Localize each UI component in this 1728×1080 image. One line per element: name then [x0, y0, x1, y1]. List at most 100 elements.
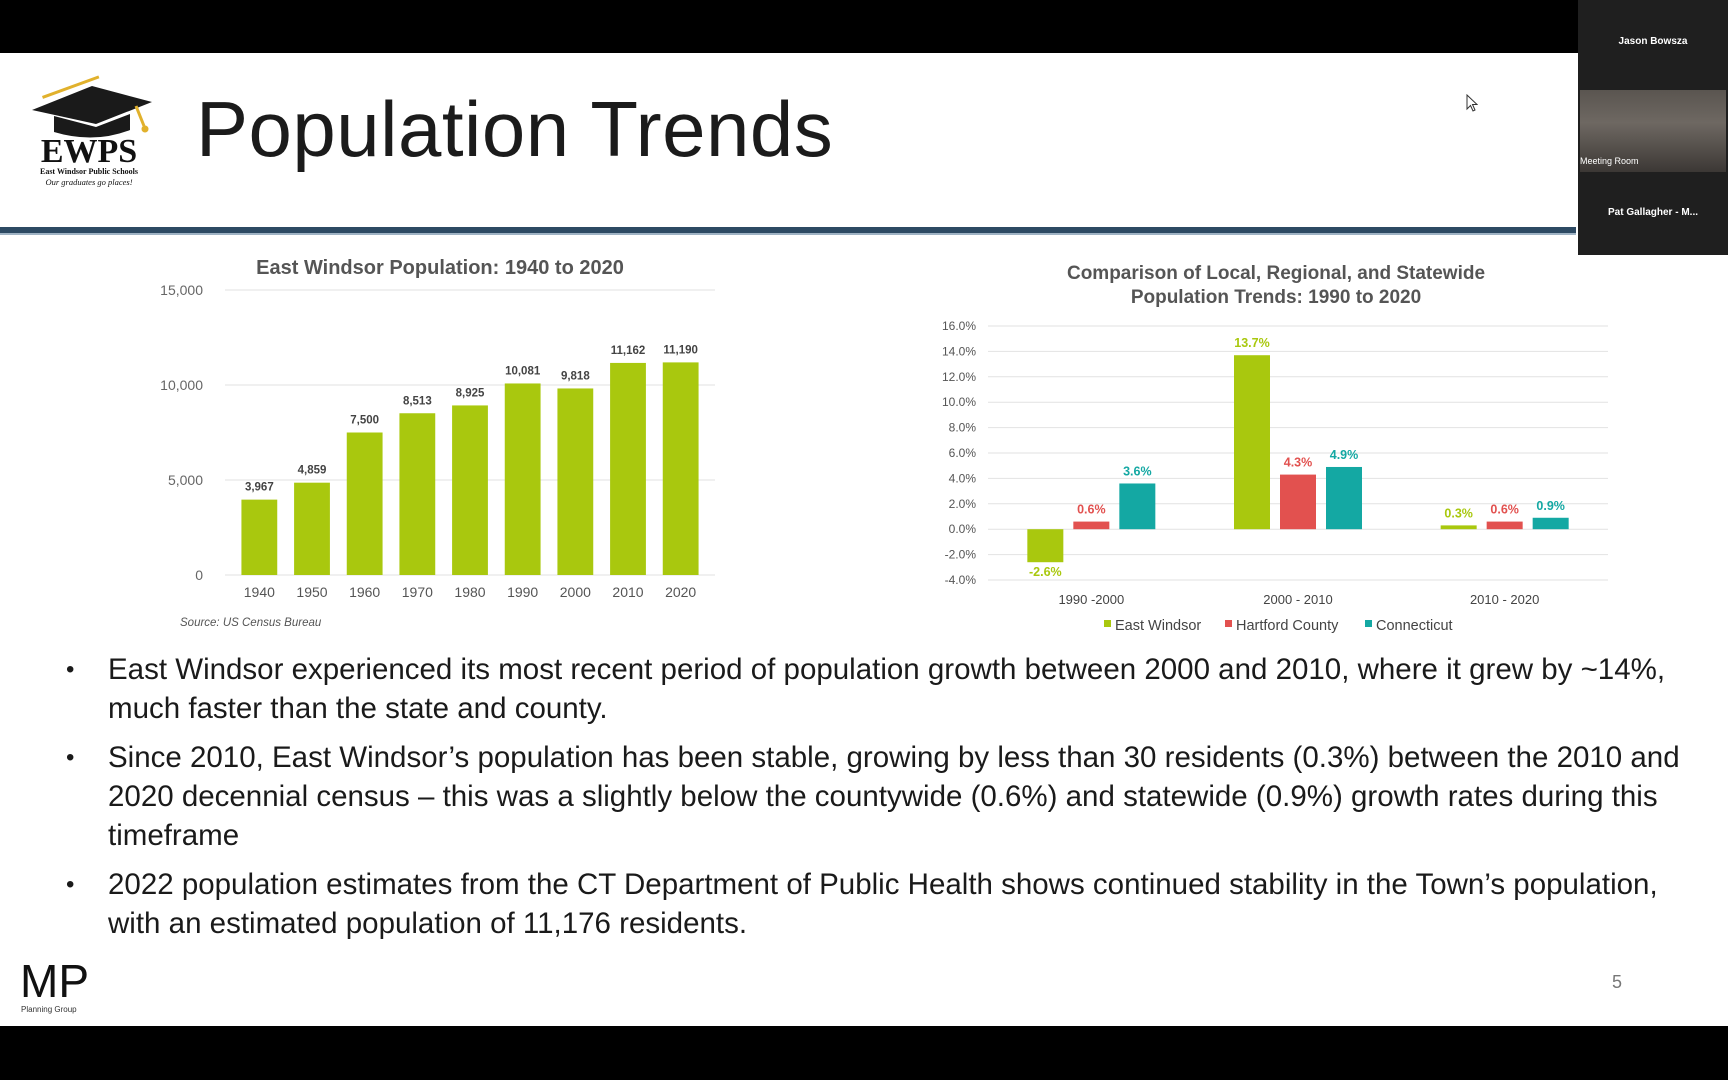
- y-tick-label: 12.0%: [942, 370, 976, 384]
- x-tick-label: 1990: [507, 584, 538, 600]
- y-tick-label: 14.0%: [942, 344, 976, 358]
- data-label: 11,190: [663, 344, 698, 356]
- bottom-letterbox: [0, 1026, 1728, 1080]
- y-tick-label: 2.0%: [949, 497, 977, 511]
- bar: [1119, 483, 1156, 530]
- y-tick-label: 0: [195, 567, 203, 583]
- chart-title-line-1: Comparison of Local, Regional, and State…: [1067, 263, 1485, 284]
- data-label: 9,818: [561, 370, 590, 382]
- bar: [504, 383, 541, 575]
- data-label: 3.6%: [1123, 464, 1152, 478]
- bar: [1532, 517, 1569, 530]
- data-label: 11,162: [611, 345, 646, 357]
- y-tick-label: -4.0%: [945, 573, 977, 587]
- x-tick-label: 1970: [402, 584, 433, 600]
- data-label: 4.3%: [1284, 456, 1313, 470]
- slide: [0, 53, 1728, 1026]
- y-tick-label: 10.0%: [942, 395, 976, 409]
- x-tick-label: 2000 - 2010: [1263, 592, 1332, 607]
- bar: [1073, 521, 1110, 530]
- y-tick-label: 16.0%: [942, 319, 976, 333]
- svg-text:East Windsor Public Schools: East Windsor Public Schools: [40, 167, 138, 176]
- bullet-item: • East Windsor experienced its most recen…: [62, 650, 1682, 728]
- chart-title: East Windsor Population: 1940 to 2020: [256, 257, 624, 279]
- data-label: 13.7%: [1234, 336, 1269, 350]
- bar: [452, 405, 488, 575]
- x-tick-label: 1990 -2000: [1058, 592, 1124, 607]
- header-divider: [0, 227, 1576, 233]
- data-label: 4,859: [298, 465, 327, 477]
- bar: [1486, 521, 1523, 530]
- svg-text:Our graduates go places!: Our graduates go places!: [45, 177, 132, 187]
- bar: [1280, 474, 1316, 530]
- legend-label: Connecticut: [1376, 618, 1453, 634]
- x-tick-label: 1980: [454, 584, 485, 600]
- bar: [399, 413, 436, 575]
- svg-text:Planning Group: Planning Group: [21, 1005, 77, 1014]
- chart-title-line-2: Population Trends: 1990 to 2020: [1131, 287, 1421, 308]
- data-label: 0.9%: [1536, 499, 1565, 513]
- bar: [1440, 525, 1477, 530]
- ewps-logo: EWPS East Windsor Public Schools Our gra…: [14, 72, 164, 192]
- bullet-item: • 2022 population estimates from the CT D…: [62, 865, 1682, 943]
- svg-text:EWPS: EWPS: [41, 133, 137, 170]
- y-tick-label: 10,000: [160, 377, 203, 393]
- svg-text:MP: MP: [20, 955, 89, 1007]
- bar: [662, 362, 699, 575]
- bullet-dot: •: [66, 656, 75, 683]
- bar: [241, 499, 278, 575]
- meeting-room-video[interactable]: [1580, 90, 1726, 172]
- x-tick-label: 2010 - 2020: [1470, 592, 1539, 607]
- bullet-item: • Since 2010, East Windsor’s population h…: [62, 738, 1682, 855]
- bar: [1234, 355, 1270, 530]
- y-tick-label: 0.0%: [949, 522, 977, 536]
- y-tick-label: 8.0%: [949, 421, 977, 435]
- bullet-text: East Windsor experienced its most recent…: [108, 653, 1666, 725]
- bullet-dot: •: [66, 744, 75, 771]
- data-label: 4.9%: [1330, 448, 1359, 462]
- bar: [346, 432, 383, 575]
- data-label: 8,513: [403, 395, 432, 407]
- mouse-cursor-icon: [1466, 94, 1478, 112]
- legend-label: Hartford County: [1236, 618, 1339, 634]
- bullet-text: Since 2010, East Windsor’s population ha…: [108, 741, 1680, 852]
- bar: [294, 482, 330, 575]
- data-label: 8,925: [456, 387, 485, 399]
- top-letterbox: [0, 0, 1728, 53]
- participant-name-top: Jason Bowsza: [1618, 36, 1688, 47]
- bullet-text: 2022 population estimates from the CT De…: [108, 868, 1658, 940]
- y-tick-label: 4.0%: [949, 471, 977, 485]
- bar: [610, 362, 646, 575]
- comparison-bar-chart: Comparison of Local, Regional, and State…: [942, 263, 1608, 634]
- bullet-dot: •: [66, 871, 75, 898]
- data-label: 0.3%: [1444, 506, 1473, 520]
- legend-swatch: [1225, 620, 1232, 627]
- bar: [557, 388, 594, 575]
- x-tick-label: 1960: [349, 584, 380, 600]
- y-tick-label: 5,000: [168, 472, 203, 488]
- page-number: 5: [1612, 972, 1623, 992]
- y-tick-label: -2.0%: [945, 548, 977, 562]
- participant-name-bottom: Pat Gallagher - M...: [1607, 207, 1699, 218]
- x-tick-label: 2010: [612, 584, 643, 600]
- data-label: 7,500: [350, 415, 379, 427]
- bar: [1027, 529, 1064, 563]
- data-label: 3,967: [245, 482, 274, 494]
- page-title: Population Trends: [196, 85, 834, 173]
- x-tick-label: 1940: [244, 584, 275, 600]
- data-label: 0.6%: [1077, 503, 1106, 517]
- x-tick-label: 2000: [560, 584, 591, 600]
- header-divider-shadow: [0, 233, 1576, 235]
- legend-label: East Windsor: [1115, 618, 1201, 634]
- room-label: Meeting Room: [1580, 156, 1639, 166]
- bar: [1326, 466, 1362, 530]
- x-tick-label: 1950: [296, 584, 327, 600]
- data-label: 10,081: [505, 365, 541, 377]
- mp-planning-logo: MP Planning Group: [20, 955, 89, 1014]
- bullet-list: • East Windsor experienced its most recen…: [62, 650, 1682, 953]
- source-note: Source: US Census Bureau: [180, 617, 322, 629]
- x-tick-label: 2020: [665, 584, 696, 600]
- y-tick-label: 6.0%: [949, 446, 977, 460]
- video-participants-panel[interactable]: Jason Bowsza Meeting Room Pat Gallagher …: [1578, 0, 1728, 255]
- y-tick-label: 15,000: [160, 282, 203, 298]
